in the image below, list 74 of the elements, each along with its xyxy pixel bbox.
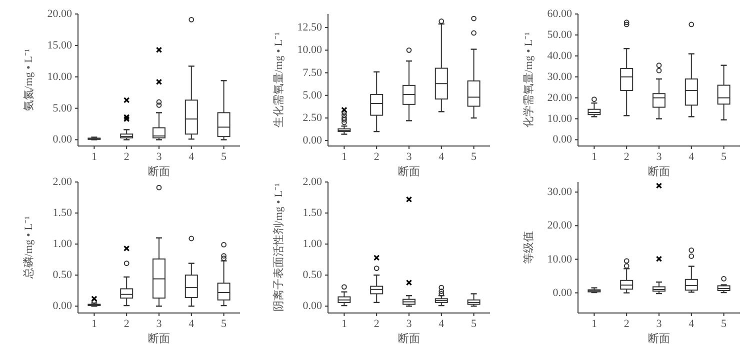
y-tick-label: 1.50 (52, 207, 72, 220)
x-axis-title: 断面 (398, 332, 420, 345)
x-tick-label: 2 (124, 151, 130, 163)
y-tick-label: 10.00 (547, 253, 572, 266)
x-tick-label: 2 (624, 151, 630, 163)
x-tick-label: 2 (624, 318, 630, 330)
x-axis-title: 断面 (148, 332, 170, 345)
x-tick-label: 4 (438, 151, 445, 163)
y-tick-label: 15.00 (47, 39, 72, 52)
x-tick-label: 3 (406, 318, 412, 330)
x-tick-label: 1 (91, 318, 97, 330)
y-axis-title: 氨氮/mg • L⁻¹ (23, 48, 35, 112)
x-axis-title: 断面 (648, 332, 670, 345)
y-axis-title: 生化需氧量/mg • L⁻¹ (272, 32, 285, 128)
y-tick-label: 30.00 (547, 70, 572, 83)
x-tick-label: 3 (656, 318, 662, 330)
y-axis-title: 等级值 (523, 231, 535, 264)
y-tick-label: 2.00 (302, 176, 322, 188)
x-tick-label: 1 (341, 151, 347, 163)
x-tick-label: 4 (188, 151, 195, 163)
y-tick-label: 20.00 (547, 92, 572, 104)
y-tick-label: 12.50 (297, 22, 322, 34)
x-tick-label: 5 (721, 318, 728, 330)
x-tick-label: 5 (221, 151, 228, 163)
y-tick-label: 0.00 (552, 134, 572, 146)
y-axis-title: 化学需氧量/mg • L⁻¹ (523, 32, 535, 128)
x-tick-label: 2 (374, 151, 380, 163)
y-tick-label: 2.00 (52, 176, 72, 188)
x-tick-label: 5 (221, 318, 228, 330)
y-tick-label: 1.50 (302, 207, 322, 220)
y-tick-label: 0.00 (552, 286, 572, 299)
x-tick-label: 5 (471, 151, 478, 163)
x-tick-label: 2 (124, 318, 130, 330)
y-axis-title: 阴离子表面活性剂/mg • L⁻¹ (272, 183, 285, 312)
y-tick-label: 0.00 (52, 300, 72, 312)
x-tick-label: 4 (688, 151, 695, 163)
y-tick-label: 5.00 (302, 89, 322, 102)
x-tick-label: 3 (406, 151, 412, 163)
x-tick-label: 3 (656, 151, 662, 163)
y-tick-label: 0.50 (302, 269, 322, 282)
y-tick-label: 10.00 (547, 112, 572, 125)
x-axis-title: 断面 (148, 165, 170, 178)
y-tick-label: 40.00 (547, 50, 572, 62)
x-tick-label: 4 (438, 318, 445, 330)
y-tick-label: 0.50 (52, 269, 72, 282)
y-tick-label: 7.50 (302, 66, 322, 79)
x-tick-label: 1 (91, 151, 97, 163)
x-tick-label: 4 (688, 318, 695, 330)
x-tick-label: 1 (591, 151, 597, 163)
y-tick-label: 5.00 (52, 102, 72, 114)
y-tick-label: 0.00 (302, 134, 322, 147)
x-tick-label: 3 (156, 151, 162, 163)
y-tick-label: 1.00 (302, 238, 322, 250)
y-axis-title: 总磷/mg • L⁻¹ (22, 216, 35, 280)
x-tick-label: 2 (374, 318, 380, 330)
y-tick-label: 10.00 (297, 44, 322, 56)
x-axis-title: 断面 (398, 165, 420, 178)
y-tick-label: 1.00 (52, 238, 72, 250)
x-axis-title: 断面 (648, 165, 670, 178)
y-tick-label: 30.00 (547, 186, 572, 198)
y-tick-label: 0.00 (302, 300, 322, 312)
x-tick-label: 1 (591, 318, 597, 330)
x-tick-label: 5 (471, 318, 478, 330)
y-tick-label: 60.00 (547, 8, 572, 20)
y-tick-label: 50.00 (547, 28, 572, 41)
x-tick-label: 1 (341, 318, 347, 330)
y-tick-label: 2.50 (302, 112, 322, 124)
y-tick-label: 0.00 (52, 134, 72, 146)
x-tick-label: 4 (188, 318, 195, 330)
x-tick-label: 5 (721, 151, 728, 163)
y-tick-label: 10.00 (47, 70, 72, 83)
x-tick-label: 3 (156, 318, 162, 330)
y-tick-label: 20.00 (547, 220, 572, 232)
y-tick-label: 20.00 (47, 8, 72, 20)
